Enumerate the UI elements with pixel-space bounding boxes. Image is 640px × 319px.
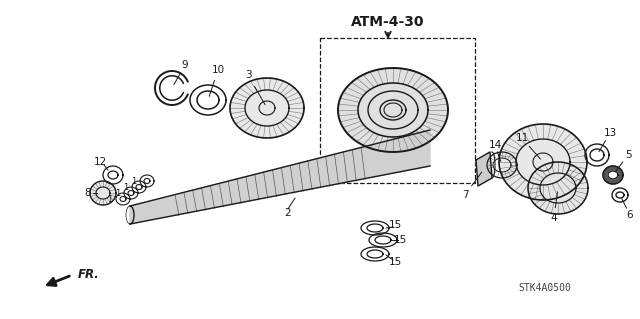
Text: 9: 9 [182,60,188,70]
Text: 5: 5 [625,150,631,160]
Text: 15: 15 [388,257,402,267]
Polygon shape [476,152,492,186]
Text: 14: 14 [488,140,502,150]
Text: 1: 1 [108,195,113,204]
Polygon shape [338,68,448,152]
Bar [320,38,475,183]
Polygon shape [90,181,116,205]
Polygon shape [528,162,588,214]
Text: ATM-4-30: ATM-4-30 [351,15,425,29]
Text: 11: 11 [515,133,529,143]
Text: 1: 1 [115,189,120,197]
Text: 12: 12 [93,157,107,167]
Polygon shape [230,78,304,138]
Polygon shape [608,171,618,179]
Polygon shape [130,130,430,224]
Text: 8: 8 [84,188,92,198]
Text: 10: 10 [211,65,225,75]
Text: 4: 4 [550,213,557,223]
Polygon shape [499,124,587,200]
Text: 6: 6 [627,210,634,220]
Text: 2: 2 [285,208,291,218]
Text: 15: 15 [388,220,402,230]
Text: 3: 3 [244,70,252,80]
Text: 13: 13 [604,128,616,138]
Text: 1: 1 [131,176,136,186]
Text: STK4A0500: STK4A0500 [518,283,572,293]
Text: 7: 7 [461,190,468,200]
Text: 15: 15 [394,235,406,245]
Polygon shape [603,166,623,184]
Text: 1: 1 [124,182,129,191]
Text: FR.: FR. [78,269,100,281]
